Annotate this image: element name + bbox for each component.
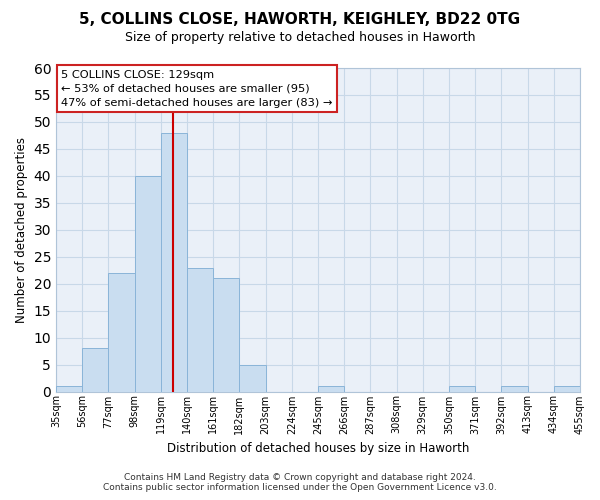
Bar xyxy=(449,386,475,392)
Bar xyxy=(187,268,213,392)
Bar xyxy=(213,278,239,392)
Bar xyxy=(56,386,82,392)
Text: 5 COLLINS CLOSE: 129sqm
← 53% of detached houses are smaller (95)
47% of semi-de: 5 COLLINS CLOSE: 129sqm ← 53% of detache… xyxy=(61,70,332,108)
Bar xyxy=(82,348,109,392)
Bar xyxy=(502,386,527,392)
Bar xyxy=(161,132,187,392)
X-axis label: Distribution of detached houses by size in Haworth: Distribution of detached houses by size … xyxy=(167,442,469,455)
Text: Size of property relative to detached houses in Haworth: Size of property relative to detached ho… xyxy=(125,31,475,44)
Bar xyxy=(134,176,161,392)
Text: 5, COLLINS CLOSE, HAWORTH, KEIGHLEY, BD22 0TG: 5, COLLINS CLOSE, HAWORTH, KEIGHLEY, BD2… xyxy=(79,12,521,28)
Bar xyxy=(318,386,344,392)
Text: Contains HM Land Registry data © Crown copyright and database right 2024.
Contai: Contains HM Land Registry data © Crown c… xyxy=(103,473,497,492)
Bar xyxy=(109,273,134,392)
Y-axis label: Number of detached properties: Number of detached properties xyxy=(15,137,28,323)
Bar xyxy=(239,364,266,392)
Bar xyxy=(554,386,580,392)
